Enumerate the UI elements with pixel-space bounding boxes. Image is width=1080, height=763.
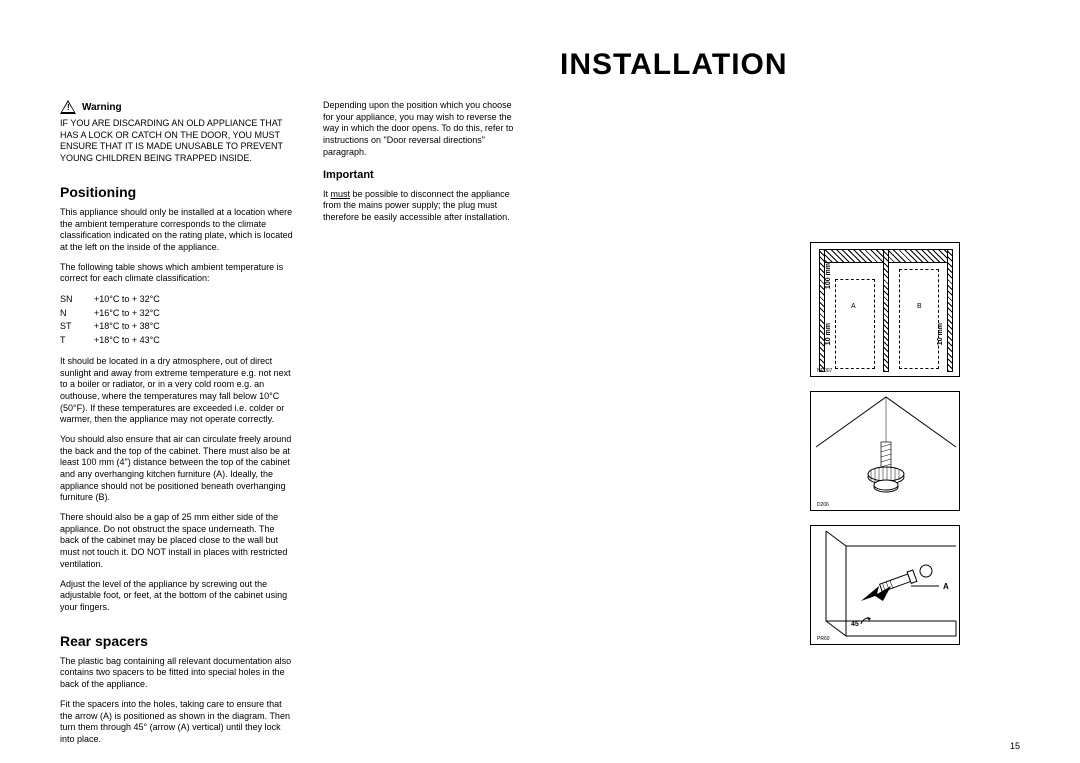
d1-ref: NP007 [817,368,832,374]
svg-text:45: 45 [851,621,859,628]
rear-heading: Rear spacers [60,632,295,650]
warning-body: IF YOU ARE DISCARDING AN OLD APPLIANCE T… [60,118,295,165]
table-row: T+18°C to + 43°C [60,334,295,348]
table-row: N+16°C to + 32°C [60,307,295,321]
positioning-heading: Positioning [60,183,295,201]
positioning-p3: It should be located in a dry atmosphere… [60,356,295,426]
d1-100mm: 100 mm [825,263,832,289]
d1-10mm-l: 10 mm [825,323,832,345]
important-heading: Important [323,168,523,182]
positioning-p2: The following table shows which ambient … [60,262,295,285]
d2-ref: D206 [817,502,829,508]
important-body: It must be possible to disconnect the ap… [323,189,523,224]
positioning-p1: This appliance should only be installed … [60,207,295,254]
d1-10mm-r: 10 mm [937,323,944,345]
spacer-diagram: 45 A PR60 [810,525,960,645]
positioning-p5: There should also be a gap of 25 mm eith… [60,512,295,570]
rear-p1: The plastic bag containing all relevant … [60,656,295,691]
warning-icon: ! [60,100,76,114]
warning-label: Warning [82,101,122,114]
right-column: Depending upon the position which you ch… [323,100,1020,754]
left-column: ! Warning IF YOU ARE DISCARDING AN OLD A… [60,100,295,754]
foot-diagram: D206 [810,391,960,511]
rear-p2: Fit the spacers into the holes, taking c… [60,699,295,746]
door-reversal-note: Depending upon the position which you ch… [323,100,523,158]
d1-label-b: B [917,303,922,310]
page-title: INSTALLATION [560,48,1020,82]
d3-ref: PR60 [817,636,830,642]
svg-text:A: A [943,582,949,591]
table-row: SN+10°C to + 32°C [60,293,295,307]
d1-label-a: A [851,303,856,310]
positioning-p6: Adjust the level of the appliance by scr… [60,579,295,614]
climate-table: SN+10°C to + 32°C N+16°C to + 32°C ST+18… [60,293,295,348]
positioning-p4: You should also ensure that air can circ… [60,434,295,504]
page-number: 15 [1010,741,1020,751]
clearance-diagram: 100 mm 10 mm 10 mm A B NP007 [810,242,960,377]
table-row: ST+18°C to + 38°C [60,320,295,334]
